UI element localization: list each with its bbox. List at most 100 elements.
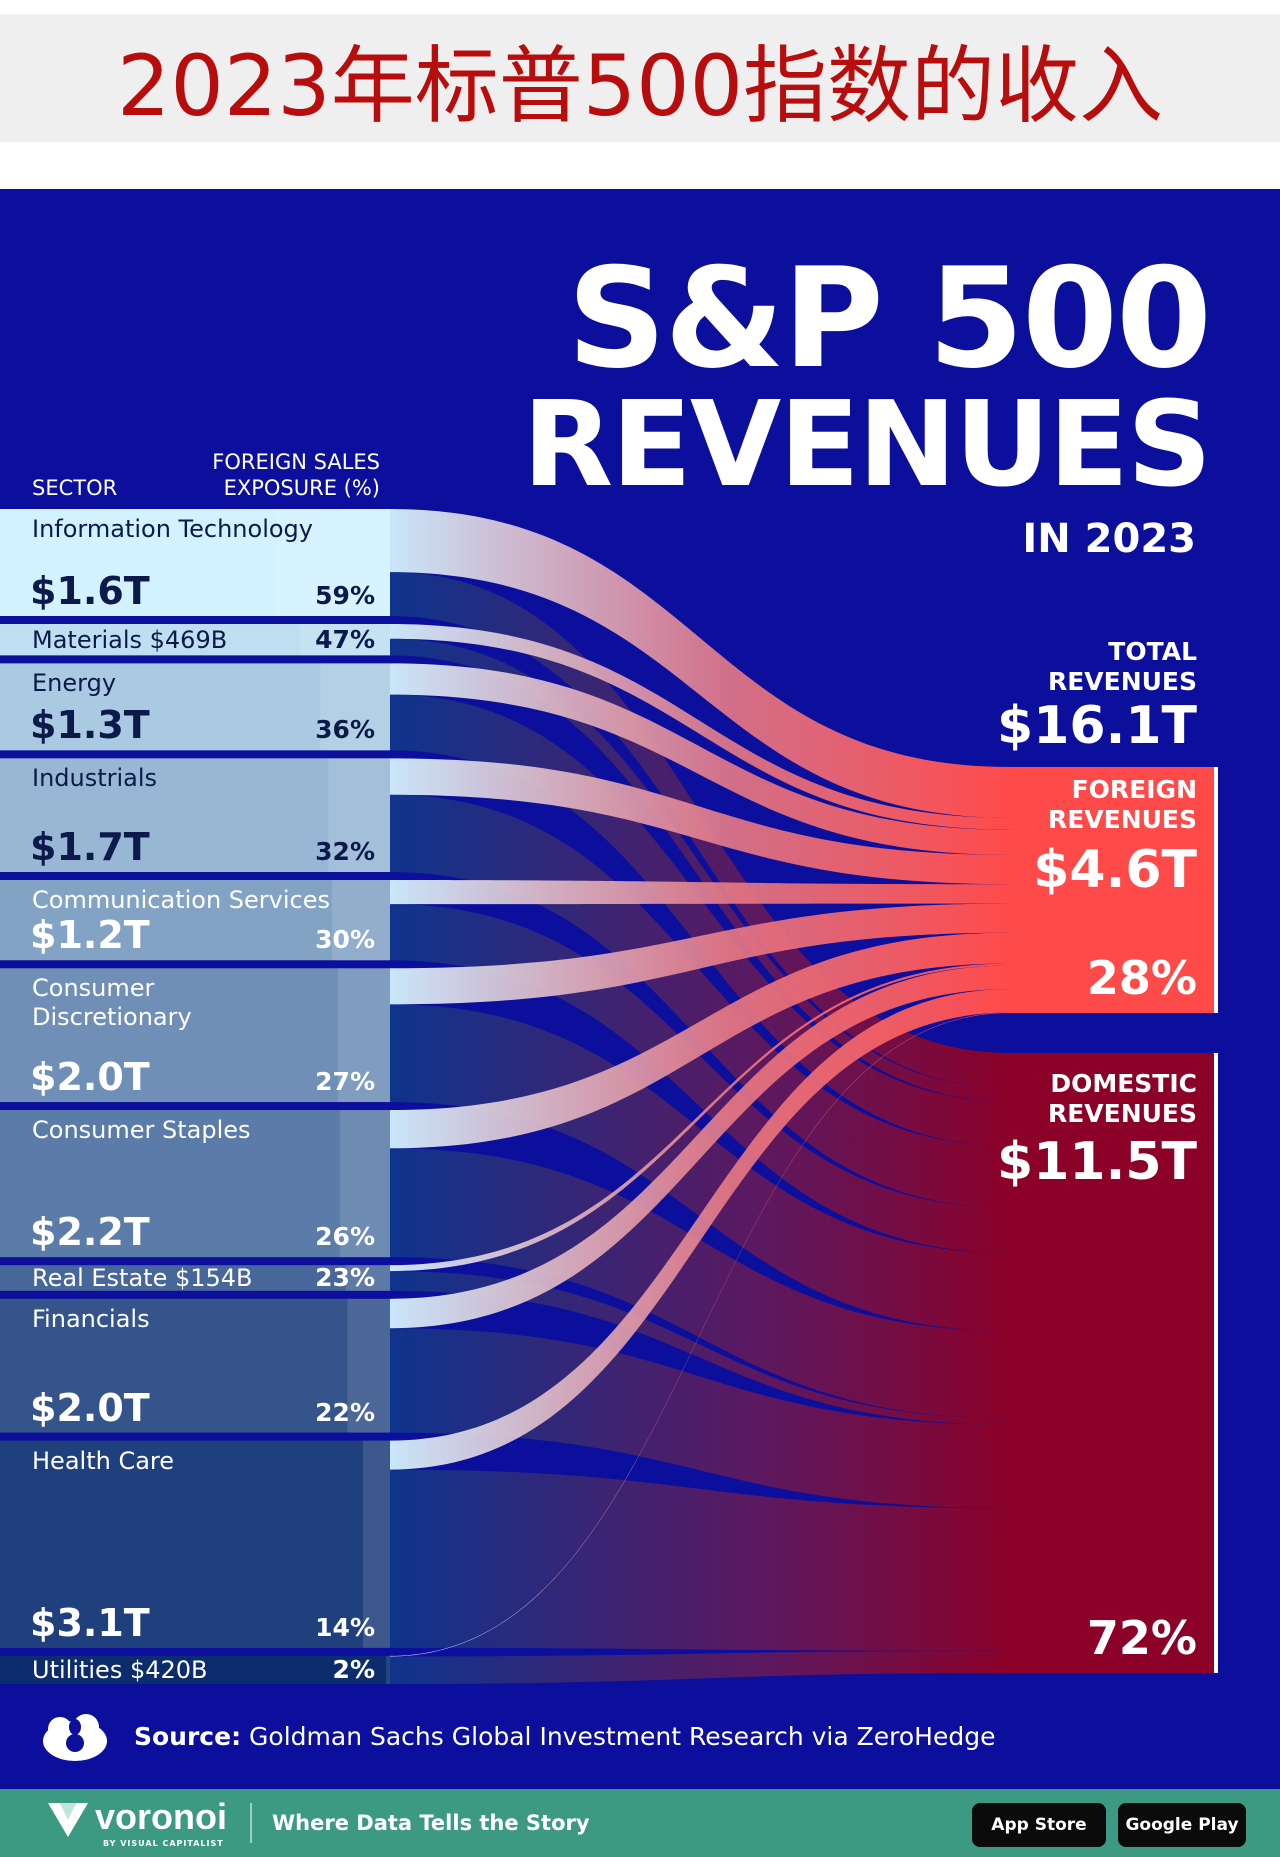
infographic: S&P 500 REVENUES IN 2023 SECTOR FOREIGN … bbox=[0, 189, 1280, 1789]
poster-title-line1: S&P 500 bbox=[567, 238, 1212, 399]
sector-foreign-pct: 14% bbox=[315, 1612, 375, 1642]
voronoi-logo-icon bbox=[48, 1803, 88, 1837]
foreign-share-mark bbox=[347, 1298, 390, 1433]
source-text: Source: Goldman Sachs Global Investment … bbox=[134, 1722, 995, 1752]
flow-foreign-utilities bbox=[390, 1012, 1010, 1657]
footer-divider bbox=[250, 1803, 252, 1843]
sankey-chart bbox=[0, 509, 1218, 1684]
sector-label: Real Estate $154B bbox=[32, 1263, 253, 1292]
flow-domestic-health-care bbox=[390, 1469, 1010, 1651]
sector-revenue: $2.0T bbox=[30, 1385, 150, 1430]
sector-foreign-pct: 59% bbox=[315, 581, 375, 610]
sector-name: Consumer Staples bbox=[32, 1116, 251, 1145]
foreign-revenues-node bbox=[1010, 767, 1217, 1013]
sector-bar-energy bbox=[0, 663, 390, 751]
foreign-share-mark bbox=[337, 968, 390, 1103]
sector-bar-financials bbox=[0, 1298, 390, 1433]
sector-bar-communication-services bbox=[0, 880, 390, 961]
sector-name: Communication Services bbox=[32, 886, 330, 915]
sector-foreign-pct: 47% bbox=[315, 624, 375, 654]
flow-domestic-materials bbox=[390, 638, 1010, 1102]
source-body: Goldman Sachs Global Investment Research… bbox=[249, 1722, 996, 1751]
total-label-line2: REVENUES bbox=[1047, 667, 1197, 696]
domestic-node-edge bbox=[1214, 1053, 1218, 1673]
sector-bar-industrials bbox=[0, 758, 390, 873]
flow-foreign-real-estate bbox=[390, 963, 1010, 1272]
sector-revenue: $3.1T bbox=[30, 1600, 150, 1645]
sector-foreign-pct: 36% bbox=[315, 715, 375, 745]
sector-revenue: $2.0T bbox=[30, 1055, 150, 1100]
sector-bar-consumer-discretionary bbox=[0, 968, 390, 1103]
foreign-share-mark bbox=[276, 509, 390, 617]
banner-title: 2023年标普500指数的收入 bbox=[116, 37, 1164, 135]
flow-foreign-materials bbox=[390, 624, 1010, 830]
total-label-line1: TOTAL bbox=[1108, 637, 1197, 666]
foreign-label-line1: FOREIGN bbox=[1071, 775, 1197, 804]
flow-foreign-financials bbox=[390, 965, 1010, 1329]
flow-domestic-consumer-staples bbox=[390, 1148, 1010, 1419]
app-store-button[interactable]: App Store bbox=[972, 1803, 1106, 1847]
sector-name: Health Care bbox=[32, 1446, 175, 1475]
sector-revenue: $1.6T bbox=[30, 569, 150, 613]
sector-bar-information-technology bbox=[0, 509, 390, 617]
flow-foreign-communication-services bbox=[390, 880, 1010, 905]
sector-revenue: $2.2T bbox=[30, 1210, 150, 1255]
domestic-value: $11.5T bbox=[997, 1132, 1197, 1192]
flow-foreign-health-care bbox=[390, 989, 1010, 1470]
sector-foreign-pct: 22% bbox=[315, 1397, 375, 1427]
sector-foreign-pct: 30% bbox=[315, 925, 375, 955]
foreign-share-mark bbox=[299, 624, 390, 656]
sector-foreign-pct: 26% bbox=[315, 1222, 375, 1252]
sector-name: Industrials bbox=[32, 764, 158, 793]
flow-domestic-energy bbox=[390, 694, 1010, 1147]
sector-revenue: $1.3T bbox=[30, 703, 150, 748]
sector-name: Financials bbox=[32, 1304, 150, 1333]
foreign-share-mark bbox=[345, 1265, 390, 1291]
sector-foreign-pct: 32% bbox=[315, 837, 375, 867]
header-exposure-line1: FOREIGN SALES bbox=[212, 450, 380, 474]
foreign-share-mark bbox=[328, 758, 390, 873]
sector-foreign-pct: 27% bbox=[315, 1067, 375, 1097]
foreign-node-edge bbox=[1214, 767, 1218, 1013]
sector-revenue: $1.2T bbox=[30, 913, 150, 958]
sector-label: Materials $469B bbox=[32, 625, 228, 654]
foreign-share-mark bbox=[362, 1440, 390, 1648]
foreign-label-line2: REVENUES bbox=[1047, 805, 1197, 834]
sector-bar-real-estate bbox=[0, 1265, 390, 1291]
flow-domestic-real-estate bbox=[390, 1271, 1010, 1425]
domestic-label-line2: REVENUES bbox=[1047, 1099, 1197, 1128]
flow-foreign-information-technology bbox=[390, 509, 1010, 818]
footer-bar: voronoi BY VISUAL CAPITALIST Where Data … bbox=[0, 1789, 1280, 1857]
google-play-button[interactable]: Google Play bbox=[1118, 1803, 1246, 1847]
foreign-share-mark bbox=[339, 1110, 390, 1258]
flow-foreign-consumer-discretionary bbox=[390, 903, 1010, 1005]
sector-bar-consumer-staples bbox=[0, 1110, 390, 1258]
flow-domestic-utilities bbox=[390, 1650, 1010, 1684]
header-sector: SECTOR bbox=[32, 476, 118, 500]
sector-name: Discretionary bbox=[32, 1003, 192, 1032]
header-exposure-line2: EXPOSURE (%) bbox=[223, 476, 380, 500]
foreign-value: $4.6T bbox=[1033, 840, 1197, 900]
flow-foreign-consumer-staples bbox=[390, 932, 1010, 1149]
sector-foreign-pct: 2% bbox=[332, 1654, 375, 1684]
domestic-label-line1: DOMESTIC bbox=[1050, 1069, 1197, 1098]
poster-title-line2: REVENUES bbox=[522, 375, 1212, 513]
sector-bar-health-care bbox=[0, 1440, 390, 1648]
sector-name: Information Technology bbox=[32, 515, 313, 543]
sector-bar-materials bbox=[0, 624, 390, 656]
sector-name: Consumer bbox=[32, 974, 155, 1003]
sector-foreign-pct: 23% bbox=[315, 1262, 375, 1292]
foreign-pct: 28% bbox=[1086, 951, 1197, 1005]
flow-foreign-energy bbox=[390, 663, 1010, 855]
flow-domestic-financials bbox=[390, 1328, 1010, 1509]
foreign-share-mark bbox=[332, 880, 390, 961]
source-prefix: Source: bbox=[134, 1722, 242, 1751]
sector-label: Utilities $420B bbox=[32, 1655, 208, 1684]
flow-domestic-communication-services bbox=[390, 904, 1010, 1253]
total-value: $16.1T bbox=[997, 696, 1197, 756]
brand-subtitle: BY VISUAL CAPITALIST bbox=[103, 1839, 224, 1848]
cloud-voronoi-icon bbox=[43, 1714, 107, 1761]
brand-name: voronoi bbox=[95, 1796, 227, 1837]
sector-bar-utilities bbox=[0, 1655, 390, 1684]
flow-foreign-industrials bbox=[390, 758, 1010, 885]
